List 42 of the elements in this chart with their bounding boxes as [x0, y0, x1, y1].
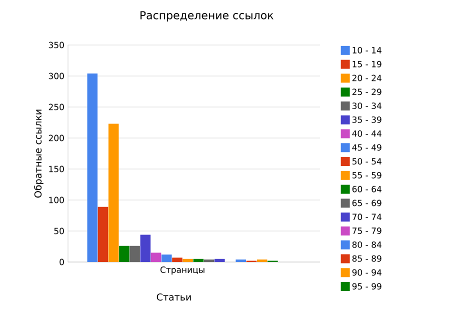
- legend-label: 40 - 44: [352, 130, 382, 137]
- legend-label: 90 - 94: [352, 269, 382, 276]
- bar: [87, 74, 98, 262]
- bar: [98, 206, 108, 262]
- legend-label: 10 - 14: [352, 47, 382, 54]
- y-tick-label: 300: [48, 72, 64, 80]
- bar: [182, 258, 193, 262]
- y-tick-label: 100: [49, 196, 64, 204]
- legend-label: 80 - 84: [352, 241, 382, 248]
- bar: [108, 124, 119, 262]
- legend-label: 35 - 39: [352, 116, 382, 123]
- y-axis-title: Обратные ссылки: [34, 110, 44, 198]
- bar: [140, 234, 151, 262]
- legend-label: 95 - 99: [352, 283, 382, 290]
- legend-label: 65 - 69: [352, 200, 382, 206]
- bar: [161, 254, 172, 262]
- bar: [119, 246, 130, 262]
- legend-label: 55 - 59: [352, 172, 382, 178]
- y-tick-label: 50: [54, 228, 64, 234]
- y-tick-label: 250: [48, 104, 64, 110]
- bar: [130, 246, 140, 262]
- x-axis-title: Статьи: [156, 293, 191, 301]
- legend-label: 15 - 19: [352, 60, 382, 68]
- bar: [193, 258, 204, 262]
- legend-label: 25 - 29: [352, 88, 382, 96]
- bar: [172, 258, 182, 262]
- legend-label: 50 - 54: [352, 158, 382, 165]
- bar: [150, 252, 162, 262]
- legend-label: 85 - 89: [352, 255, 382, 262]
- y-tick-label: 150: [49, 166, 64, 172]
- chart-title: Распределение ссылок: [140, 11, 274, 22]
- legend-label: 45 - 49: [352, 144, 382, 151]
- legend-label: 30 - 34: [352, 102, 382, 110]
- y-tick-label: 200: [48, 134, 64, 142]
- legend-label: 75 - 79: [352, 228, 382, 234]
- x-tick-label: Страницы: [160, 266, 204, 275]
- y-tick-label: 350: [48, 42, 64, 48]
- y-tick-label: 0: [60, 258, 64, 266]
- bar: [214, 258, 225, 262]
- legend-label: 20 - 24: [352, 74, 382, 82]
- legend-label: 70 - 74: [352, 214, 382, 220]
- legend-label: 60 - 64: [352, 186, 382, 192]
